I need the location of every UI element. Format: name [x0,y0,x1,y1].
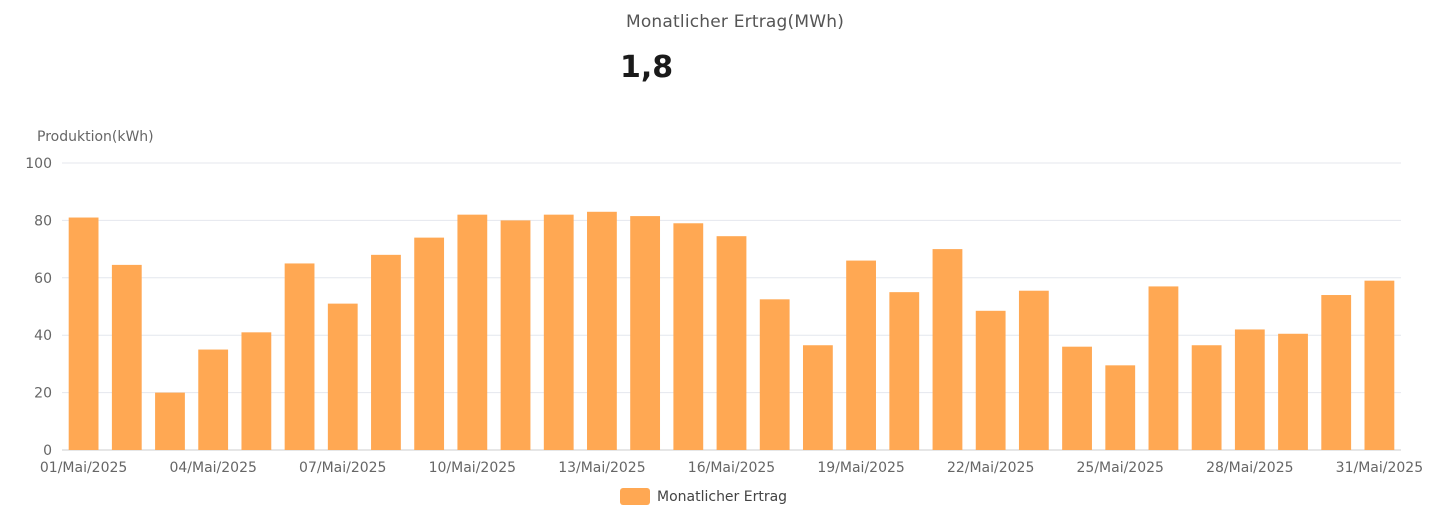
bar-23/Mai/2025[interactable] [1018,290,1049,450]
bar-30/Mai/2025[interactable] [1321,295,1352,450]
bar-11/Mai/2025[interactable] [500,220,531,450]
x-tick-label: 04/Mai/2025 [169,460,256,476]
legend-label: Monatlicher Ertrag [657,488,788,505]
bar-19/Mai/2025[interactable] [846,260,876,450]
bar-27/Mai/2025[interactable] [1191,345,1222,450]
bar-29/Mai/2025[interactable] [1278,333,1308,450]
chart-title: Monatlicher Ertrag(MWh) [625,12,845,32]
y-tick-label: 100 [25,156,52,172]
y-axis-label: Produktion(kWh) [37,129,154,145]
bar-24/Mai/2025[interactable] [1062,346,1092,450]
bar-20/Mai/2025[interactable] [889,292,920,450]
x-tick-label: 16/Mai/2025 [688,460,775,476]
x-tick-label: 28/Mai/2025 [1206,460,1293,476]
bar-26/Mai/2025[interactable] [1148,286,1179,450]
x-tick-label: 25/Mai/2025 [1077,460,1164,476]
x-axis-ticks: 01/Mai/2025 04/Mai/2025 07/Mai/2025 10/Mai/… [40,460,1423,476]
monthly-yield-value: 1,8 [620,50,674,85]
x-tick-label: 07/Mai/2025 [299,460,386,476]
x-tick-label: 01/Mai/2025 [40,460,127,476]
bar-02/Mai/2025[interactable] [111,264,142,450]
y-tick-label: 60 [34,271,52,287]
bar-14/Mai/2025[interactable] [630,216,661,450]
y-axis-ticks: 0 20 40 60 80 100 [25,156,52,459]
legend[interactable]: Monatlicher Ertrag [620,488,787,505]
bar-04/Mai/2025[interactable] [198,349,229,450]
bar-09/Mai/2025[interactable] [414,237,445,450]
bar-17/Mai/2025[interactable] [759,299,790,450]
bar-18/Mai/2025[interactable] [802,345,833,450]
bar-06/Mai/2025[interactable] [284,263,315,450]
bar-21/Mai/2025[interactable] [932,249,963,450]
x-tick-label: 19/Mai/2025 [817,460,904,476]
bar-28/Mai/2025[interactable] [1234,329,1265,450]
bar-12/Mai/2025[interactable] [543,214,574,450]
x-tick-label: 13/Mai/2025 [558,460,645,476]
bar-01/Mai/2025[interactable] [68,217,99,450]
legend-swatch [620,488,650,505]
bar-16/Mai/2025[interactable] [716,236,747,450]
bar-07/Mai/2025[interactable] [327,303,358,450]
y-tick-label: 0 [43,443,52,459]
y-tick-label: 40 [34,328,52,344]
bar-03/Mai/2025[interactable] [155,392,185,450]
y-tick-label: 80 [34,213,52,229]
y-tick-label: 20 [34,386,52,402]
bar-08/Mai/2025[interactable] [371,254,401,450]
bar-13/Mai/2025[interactable] [587,211,617,450]
bar-10/Mai/2025[interactable] [457,214,488,450]
bar-series [68,211,1395,450]
bar-31/Mai/2025[interactable] [1364,280,1395,450]
x-tick-label: 10/Mai/2025 [429,460,516,476]
bar-25/Mai/2025[interactable] [1105,365,1136,450]
x-tick-label: 22/Mai/2025 [947,460,1034,476]
bar-05/Mai/2025[interactable] [241,332,272,450]
x-tick-label: 31/Mai/2025 [1336,460,1423,476]
bar-15/Mai/2025[interactable] [673,223,704,450]
bar-22/Mai/2025[interactable] [975,310,1006,450]
